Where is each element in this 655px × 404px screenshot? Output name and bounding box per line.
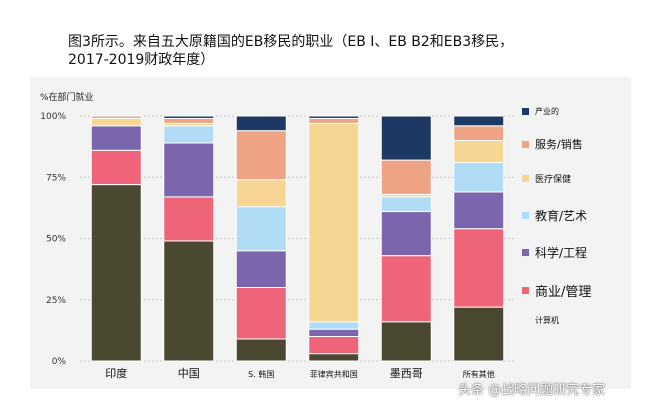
legend-item: 计算机: [522, 315, 559, 326]
x-tick-label: S. 韩国: [248, 369, 274, 379]
bar-segment: [308, 353, 360, 362]
legend-label: 计算机: [535, 316, 559, 325]
legend-swatch: [522, 108, 529, 115]
bar-segment: [308, 336, 360, 355]
bar-segment: [453, 115, 505, 127]
bar-segment: [90, 184, 142, 362]
bar-segment: [235, 338, 287, 362]
bar-segment: [235, 115, 287, 132]
bar-segment: [308, 115, 360, 119]
legend-item: 教育/艺术: [522, 207, 587, 224]
legend-item: 医疗保健: [522, 172, 571, 185]
bar-segment: [380, 115, 432, 161]
bar-segment: [163, 125, 215, 144]
y-tick-label: 25%: [46, 296, 66, 306]
bar-segment: [308, 321, 360, 330]
legend-label: 医疗保健: [535, 175, 572, 185]
y-tick-label: 50%: [46, 235, 66, 245]
bar-segment: [235, 250, 287, 288]
legend-label: 产业的: [535, 107, 559, 116]
x-tick-label: 中国: [178, 367, 200, 380]
chart-title: 图3所示。来自五大原籍国的EB移民的职业（EB I、EB B2和EB3移民， 2…: [68, 33, 628, 69]
bar-segment: [90, 149, 142, 186]
bar-segment: [380, 159, 432, 195]
bar-segment: [235, 130, 287, 181]
bar-segment: [380, 255, 432, 323]
bar-segment: [380, 321, 432, 362]
bar-segment: [453, 162, 505, 193]
bar-segment: [163, 142, 215, 198]
bar-segment: [453, 140, 505, 164]
bar-segment: [308, 122, 360, 323]
bar-segment: [235, 287, 287, 340]
legend-label: 教育/艺术: [535, 209, 588, 223]
bar-segment: [453, 306, 505, 362]
x-tick-label: 印度: [105, 366, 127, 380]
legend-label: 商业/管理: [535, 285, 592, 300]
bar-segment: [235, 206, 287, 252]
legend-label: 服务/销售: [535, 138, 583, 151]
y-tick-label: 100%: [40, 112, 66, 122]
bar-segment: [308, 328, 360, 337]
x-tick-label: 菲律宾共和国: [310, 369, 358, 379]
legend-swatch: [522, 249, 529, 256]
x-tick-label: 墨西哥: [390, 367, 423, 380]
legend-swatch: [522, 212, 529, 219]
bar-segment: [90, 115, 142, 119]
legend-item: 商业/管理: [522, 281, 591, 300]
y-tick-label: 75%: [46, 173, 66, 183]
bar-segment: [90, 117, 142, 127]
y-tick-label: 0%: [52, 357, 67, 367]
y-axis-label: %在部门就业: [40, 93, 94, 103]
bar-segment: [163, 115, 215, 119]
chart-title-line-2: 2017-2019财政年度）: [68, 52, 215, 68]
bar-segment: [308, 117, 360, 124]
legend-label: 科学/工程: [535, 246, 588, 260]
legend-item: 服务/销售: [522, 136, 583, 152]
legend-item: 科学/工程: [522, 244, 587, 261]
bar-segment: [453, 228, 505, 308]
bar-segment: [380, 196, 432, 213]
legend-item: 产业的: [522, 106, 559, 117]
bar-segment: [163, 196, 215, 242]
x-tick-label: 所有其他: [463, 369, 495, 379]
bar-segment: [453, 191, 505, 230]
bar-segment: [453, 125, 505, 142]
legend-swatch: [522, 175, 529, 182]
bar-segment: [163, 117, 215, 124]
legend-swatch: [522, 287, 529, 294]
bar-segment: [380, 211, 432, 257]
legend-swatch: [522, 140, 529, 148]
bar-segment: [163, 240, 215, 362]
chart-title-line-1: 图3所示。来自五大原籍国的EB移民的职业（EB I、EB B2和EB3移民，: [68, 34, 514, 50]
bar-segment: [235, 179, 287, 208]
bar-segment: [90, 125, 142, 151]
legend-swatch: [522, 317, 529, 324]
watermark-text: 头条 @战略问题研究专家: [458, 383, 606, 398]
